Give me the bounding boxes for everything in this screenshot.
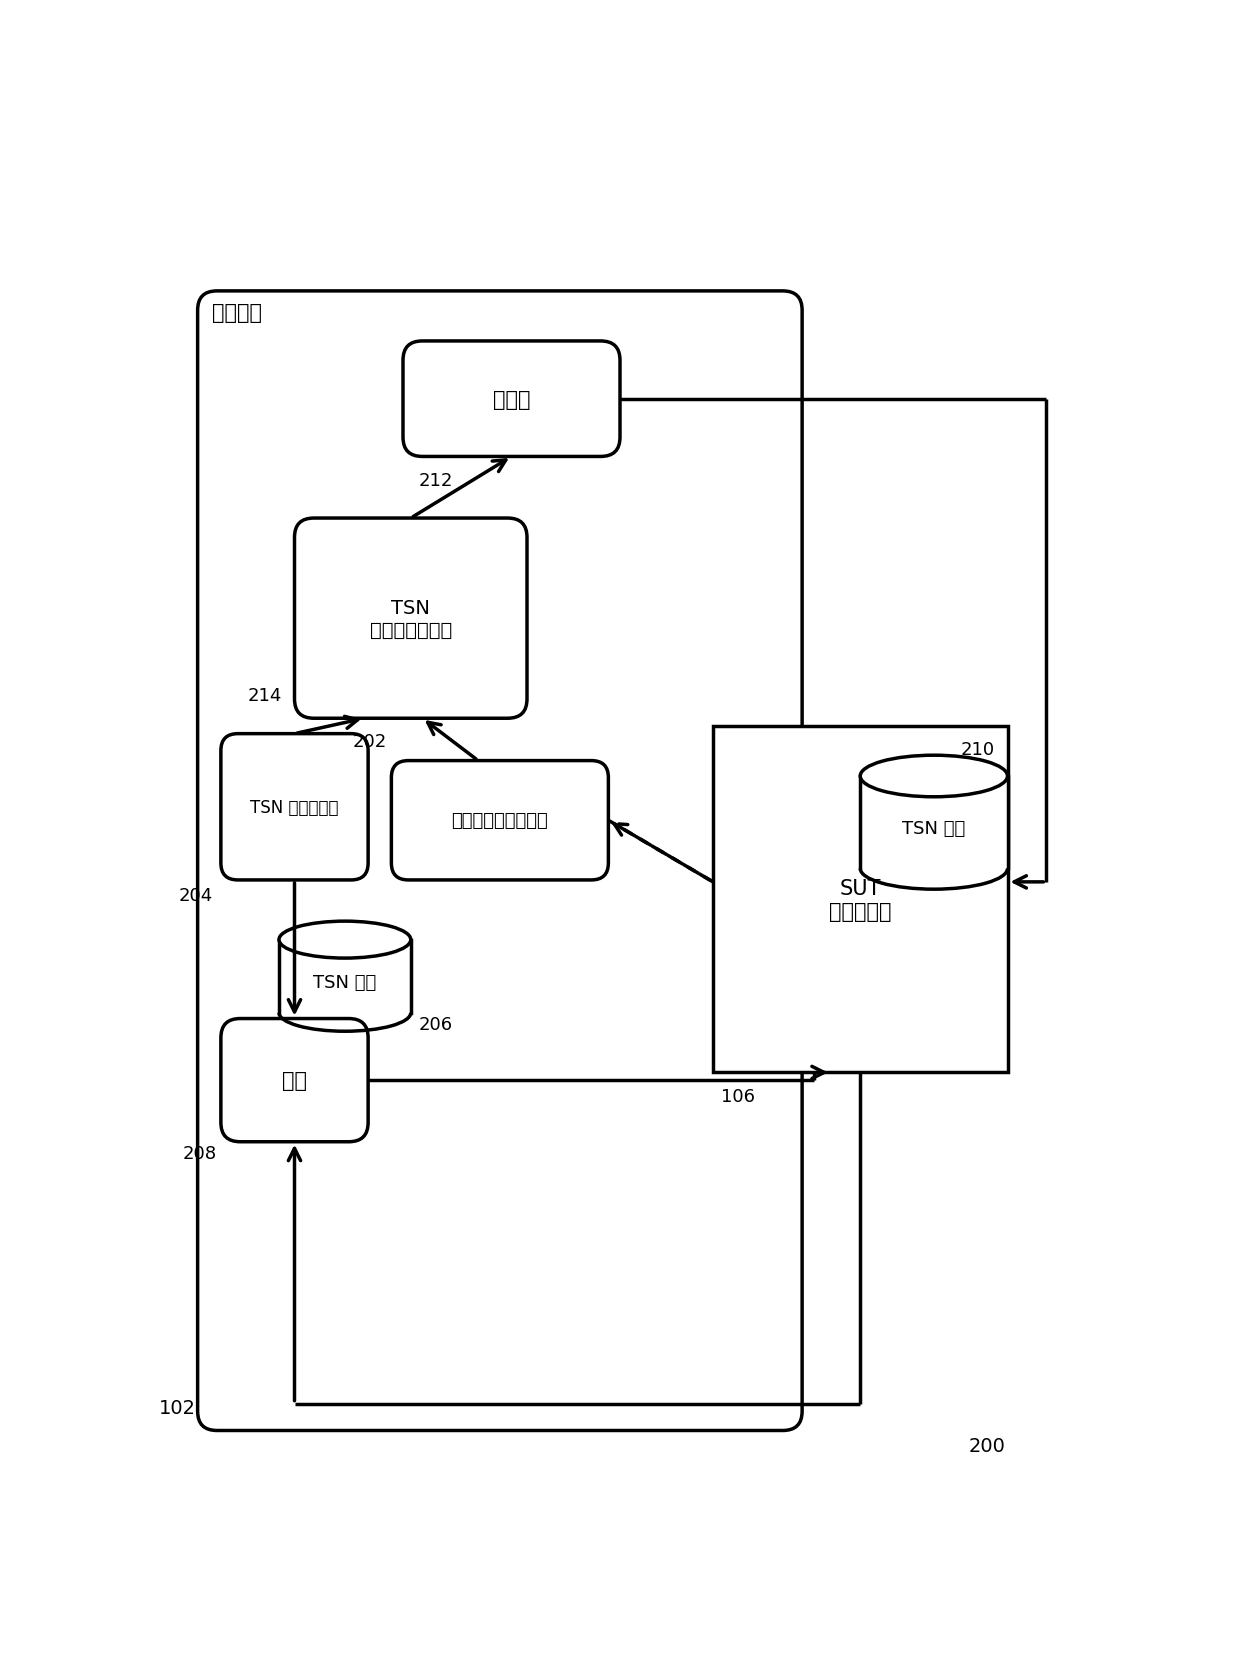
Bar xyxy=(279,940,410,1013)
Text: 同步模块（主时钟）: 同步模块（主时钟） xyxy=(451,811,548,829)
Text: 讲者: 讲者 xyxy=(281,1071,308,1091)
Text: 202: 202 xyxy=(352,733,387,751)
Text: 106: 106 xyxy=(720,1087,755,1106)
Text: 208: 208 xyxy=(182,1145,216,1162)
Text: 102: 102 xyxy=(159,1398,196,1417)
Text: 测试系统: 测试系统 xyxy=(212,303,262,323)
FancyBboxPatch shape xyxy=(197,291,802,1430)
Text: 200: 200 xyxy=(968,1437,1006,1455)
FancyBboxPatch shape xyxy=(221,735,368,880)
Text: SUT
（从时钟）: SUT （从时钟） xyxy=(830,879,892,922)
Text: 210: 210 xyxy=(961,740,996,758)
Text: TSN
调度保真度模块: TSN 调度保真度模块 xyxy=(370,597,451,639)
Bar xyxy=(713,727,1007,1072)
Ellipse shape xyxy=(861,756,1007,798)
Text: TSN 调度: TSN 调度 xyxy=(903,819,966,837)
FancyBboxPatch shape xyxy=(221,1019,368,1142)
FancyBboxPatch shape xyxy=(392,761,609,880)
FancyBboxPatch shape xyxy=(295,518,527,718)
Text: 212: 212 xyxy=(419,472,453,490)
FancyBboxPatch shape xyxy=(403,341,620,457)
Bar xyxy=(861,776,1008,869)
Text: 监听器: 监听器 xyxy=(492,389,531,409)
Text: 206: 206 xyxy=(419,1016,453,1034)
Text: 214: 214 xyxy=(248,687,283,705)
Text: TSN 调度器模块: TSN 调度器模块 xyxy=(250,798,339,816)
Ellipse shape xyxy=(279,922,410,958)
Text: 204: 204 xyxy=(179,887,212,905)
Text: TSN 调度: TSN 调度 xyxy=(314,973,377,991)
